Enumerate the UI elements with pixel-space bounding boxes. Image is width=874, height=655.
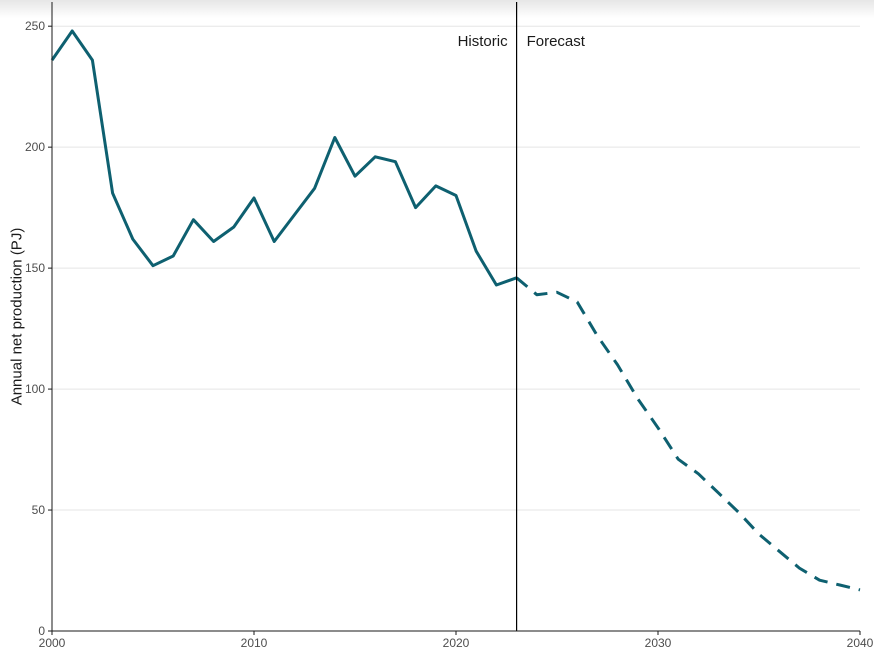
x-tick-label-2030: 2030 [645,636,672,650]
historic-label: Historic [458,33,509,50]
x-axis-ticks: 2000 2010 2020 2030 2040 [39,631,874,650]
gridlines [52,25,860,632]
historic-line [50,29,518,287]
y-tick-label-0: 0 [38,624,45,638]
x-tick-label-2040: 2040 [847,636,874,650]
y-axis-ticks: 0 50 100 150 200 250 [25,19,52,638]
y-axis-title: Annual net production (PJ) [8,228,25,406]
series-group [50,29,861,592]
y-tick-label-100: 100 [25,382,45,396]
forecast-line [515,276,861,592]
forecast-label: Forecast [527,33,586,50]
x-tick-label-2000: 2000 [39,636,66,650]
x-tick-label-2010: 2010 [241,636,268,650]
top-shadow [0,0,874,18]
x-tick-label-2020: 2020 [443,636,470,650]
y-tick-label-50: 50 [32,503,46,517]
y-tick-label-250: 250 [25,19,45,33]
y-tick-label-150: 150 [25,261,45,275]
y-tick-label-200: 200 [25,140,45,154]
